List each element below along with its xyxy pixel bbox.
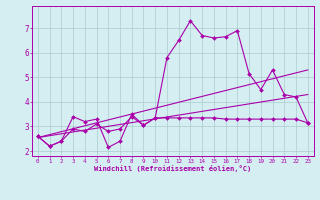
- X-axis label: Windchill (Refroidissement éolien,°C): Windchill (Refroidissement éolien,°C): [94, 165, 252, 172]
